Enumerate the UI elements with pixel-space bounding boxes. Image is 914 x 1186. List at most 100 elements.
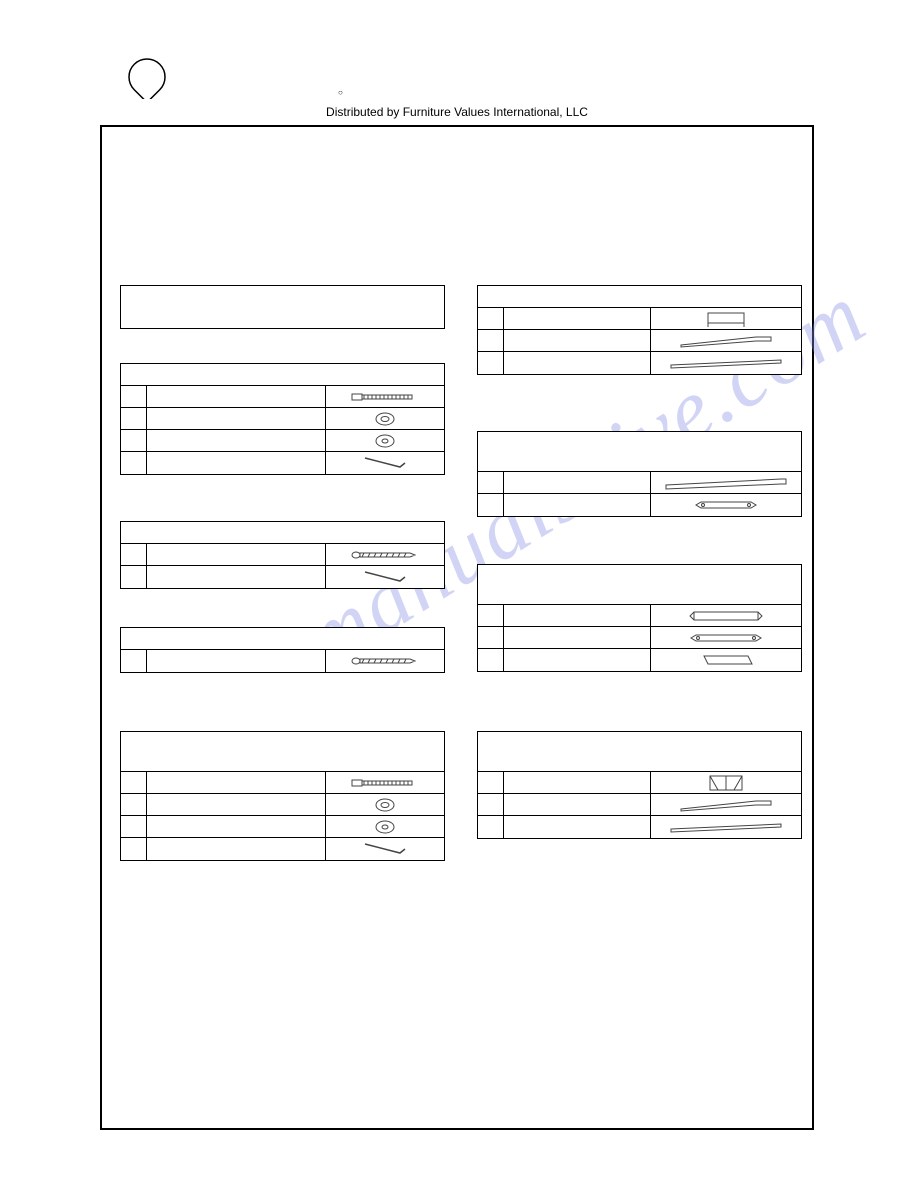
washer-icon (326, 430, 444, 451)
table-header (478, 432, 801, 472)
row-desc (147, 452, 326, 474)
table-row (121, 430, 444, 452)
table-row (478, 816, 801, 838)
row-desc (504, 472, 651, 493)
table-row (121, 794, 444, 816)
rail-angled-icon (651, 330, 801, 351)
left-table-2 (120, 363, 445, 475)
row-code (121, 794, 147, 815)
logo-icon (125, 55, 169, 99)
row-code (121, 408, 147, 429)
rail-angled-icon (651, 794, 801, 815)
panel-icon (651, 649, 801, 671)
row-code (478, 330, 504, 351)
table-row (121, 816, 444, 838)
content-frame: manualshive.com (100, 125, 814, 1130)
rail-flat-icon (651, 816, 801, 838)
row-desc (147, 772, 326, 793)
row-code (478, 772, 504, 793)
row-desc (147, 838, 326, 860)
bracket-icon (651, 627, 801, 648)
row-code (121, 386, 147, 407)
table-row (121, 772, 444, 794)
headboard-icon (651, 308, 801, 329)
table-row (478, 772, 801, 794)
row-desc (147, 566, 326, 588)
page: ○ Distributed by Furniture Values Intern… (0, 0, 914, 1186)
row-code (121, 772, 147, 793)
table-row (121, 452, 444, 474)
row-code (478, 308, 504, 329)
table-header (121, 628, 444, 650)
table-header (121, 522, 444, 544)
row-desc (504, 330, 651, 351)
distributed-by-text: Distributed by Furniture Values Internat… (0, 105, 914, 119)
row-desc (504, 772, 651, 793)
left-table-5 (120, 731, 445, 861)
screw-icon (326, 544, 444, 565)
table-row (121, 544, 444, 566)
table-header (478, 732, 801, 772)
table-row (121, 838, 444, 860)
row-code (478, 627, 504, 648)
table-row (478, 649, 801, 671)
row-code (121, 566, 147, 588)
right-table-1 (477, 285, 802, 375)
row-code (121, 544, 147, 565)
mirror-frame-icon (651, 772, 801, 793)
table-row (478, 308, 801, 330)
left-table-4 (120, 627, 445, 673)
row-code (121, 816, 147, 837)
row-code (478, 649, 504, 671)
bracket-icon (651, 494, 801, 516)
row-code (121, 838, 147, 860)
table-row (121, 566, 444, 588)
row-desc (504, 816, 651, 838)
washer-icon (326, 816, 444, 837)
row-desc (147, 386, 326, 407)
table-row (478, 352, 801, 374)
table-row (478, 472, 801, 494)
row-code (478, 816, 504, 838)
left-table-1 (120, 285, 445, 329)
right-table-2 (477, 431, 802, 517)
row-desc (504, 494, 651, 516)
row-desc (504, 308, 651, 329)
screw-icon (326, 650, 444, 672)
row-desc (147, 816, 326, 837)
bolt-icon (326, 772, 444, 793)
table-header (121, 732, 444, 772)
ring-icon (326, 408, 444, 429)
row-desc (504, 649, 651, 671)
row-desc (147, 650, 326, 672)
allen-key-icon (326, 838, 444, 860)
row-code (478, 794, 504, 815)
table-header (121, 364, 444, 386)
bolt-icon (326, 386, 444, 407)
table-row (121, 408, 444, 430)
table-header (478, 286, 801, 308)
row-desc (504, 794, 651, 815)
ring-icon (326, 794, 444, 815)
table-row (121, 386, 444, 408)
allen-key-icon (326, 566, 444, 588)
row-desc (147, 408, 326, 429)
right-table-4 (477, 731, 802, 839)
table-row (478, 330, 801, 352)
footboard-icon (651, 605, 801, 626)
left-table-3 (120, 521, 445, 589)
table-header (478, 565, 801, 605)
row-desc (504, 605, 651, 626)
right-table-3 (477, 564, 802, 672)
row-code (478, 352, 504, 374)
allen-key-icon (326, 452, 444, 474)
row-desc (504, 627, 651, 648)
row-desc (504, 352, 651, 374)
table-row (478, 494, 801, 516)
table-row (121, 650, 444, 672)
table-header (121, 286, 444, 330)
small-circle-icon: ○ (338, 88, 343, 97)
row-code (478, 605, 504, 626)
table-row (478, 605, 801, 627)
row-desc (147, 794, 326, 815)
